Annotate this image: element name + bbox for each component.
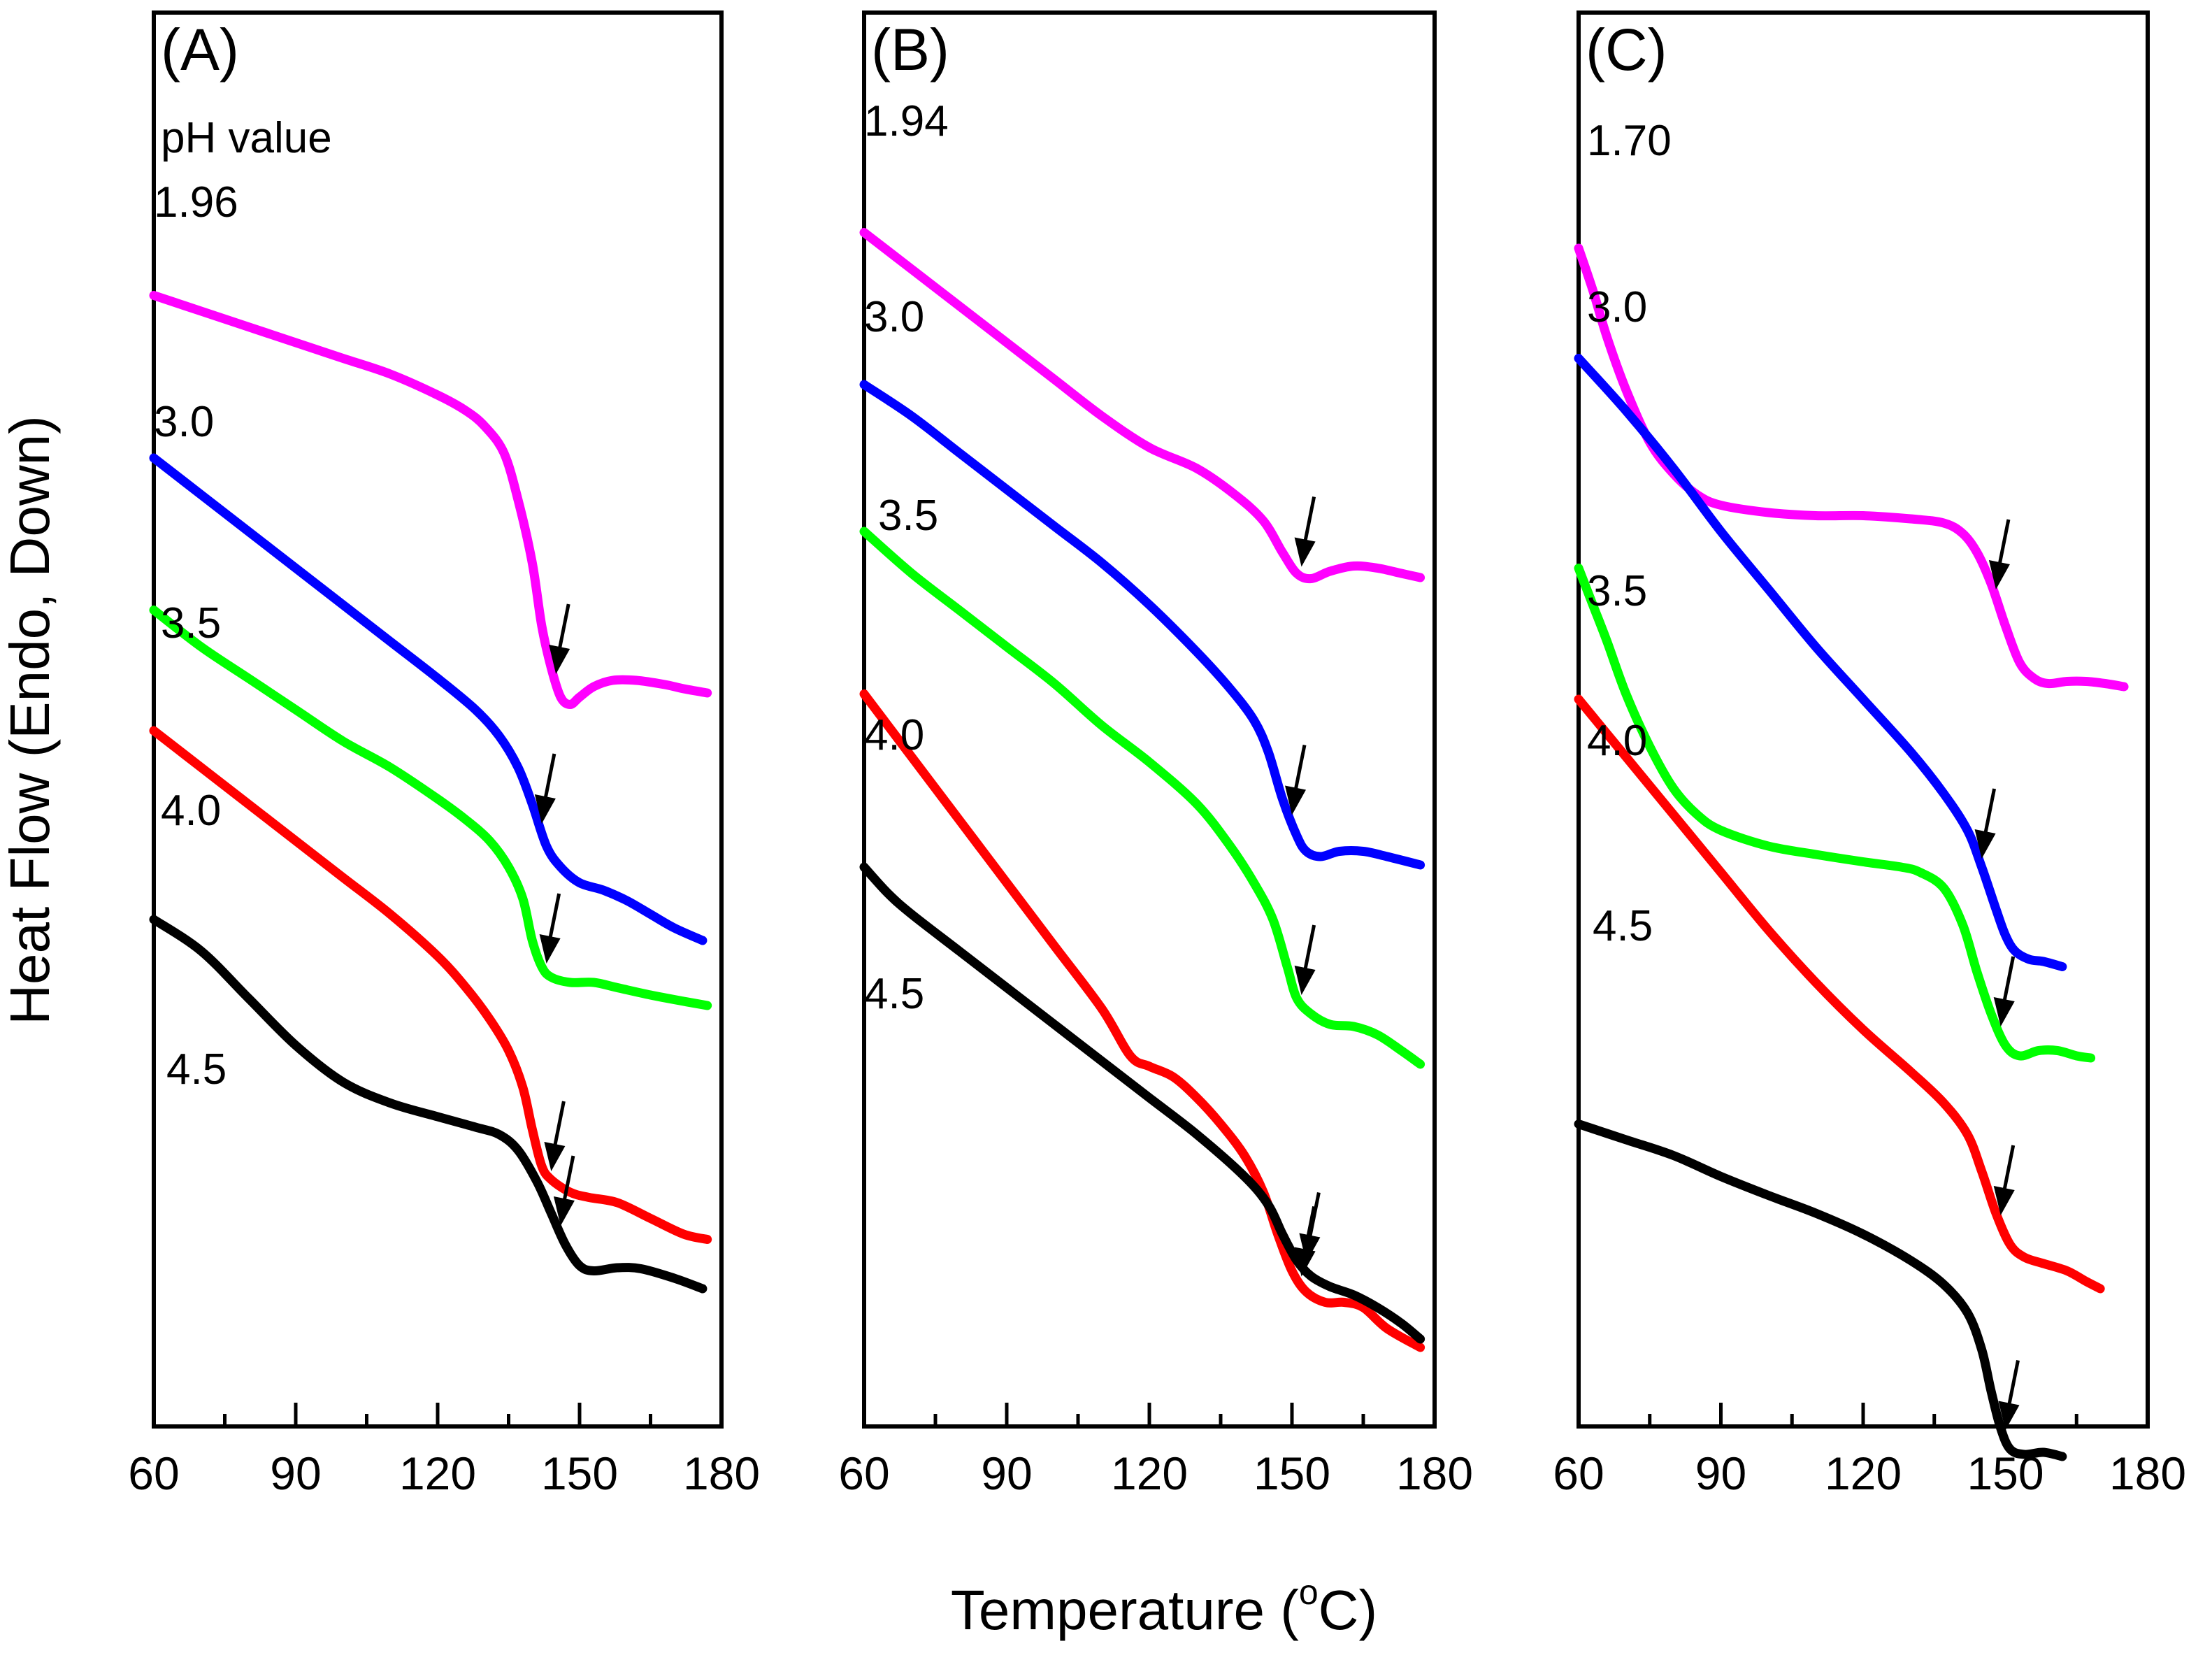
series-label: 3.5 bbox=[878, 492, 938, 540]
series-label: 3.0 bbox=[154, 398, 214, 446]
series-label: 1.94 bbox=[864, 97, 949, 145]
series-line-3-0 bbox=[859, 380, 1425, 870]
series-line-3-5 bbox=[1574, 564, 2096, 1063]
series-line-4-0 bbox=[1574, 694, 2105, 1294]
x-axis-label-main: Temperature ( bbox=[951, 1579, 1299, 1641]
x-tick-label: 180 bbox=[683, 1447, 760, 1499]
series-label: 1.96 bbox=[154, 178, 238, 227]
series-label: 4.0 bbox=[161, 787, 221, 835]
x-tick-label: 120 bbox=[1111, 1447, 1188, 1499]
series-line-4-5 bbox=[859, 862, 1425, 1344]
series-line-1-94 bbox=[859, 228, 1425, 584]
series-label: 3.0 bbox=[1587, 283, 1647, 331]
series-label: 3.5 bbox=[161, 599, 221, 647]
transition-arrow bbox=[1974, 788, 1997, 859]
series-label: 3.5 bbox=[1587, 567, 1647, 615]
series-line-4-5 bbox=[1574, 1119, 2067, 1461]
panel-c: 60 90 120 150 180(C)1.703.03.54.04.5 bbox=[1553, 10, 2186, 1499]
series-label: 4.5 bbox=[1593, 902, 1653, 950]
x-axis-label-sup: o bbox=[1299, 1573, 1319, 1612]
panel-a: 60 90 120 150 180 (A) pH value 1.96 3.0 3.5 4.0 4.5 bbox=[128, 10, 760, 1499]
x-tick-label: 150 bbox=[1254, 1447, 1330, 1499]
x-tick-label: 60 bbox=[838, 1447, 889, 1499]
x-tick-label: 150 bbox=[541, 1447, 618, 1499]
x-tick-label: 90 bbox=[1695, 1447, 1746, 1499]
series-line-4-0 bbox=[859, 689, 1425, 1352]
x-tick-label: 60 bbox=[1553, 1447, 1604, 1499]
transition-arrow bbox=[1988, 519, 2011, 589]
x-axis-label-unit: C) bbox=[1319, 1579, 1377, 1641]
panel-label: (B) bbox=[871, 17, 949, 83]
series-label: 4.5 bbox=[864, 970, 924, 1018]
transition-arrow bbox=[1993, 956, 2016, 1026]
transition-arrow bbox=[544, 1101, 566, 1171]
x-tick-label: 180 bbox=[2109, 1447, 2186, 1499]
panel-b: 60 90 120 150 180 (B) 1.94 3.0 3.5 4.0 4.5 bbox=[838, 10, 1473, 1499]
series-line-3-0 bbox=[1574, 354, 2067, 971]
panels: 60 90 120 150 180 (A) pH value 1.96 3.0 3.5 4.0 4.5… bbox=[128, 10, 2186, 1499]
series-line-3-5 bbox=[149, 606, 712, 1010]
series-label: 4.0 bbox=[1587, 717, 1647, 765]
transition-arrow bbox=[1285, 745, 1307, 815]
x-tick-label: 90 bbox=[981, 1447, 1032, 1499]
transition-arrow bbox=[1294, 496, 1316, 567]
series-label: 1.70 bbox=[1587, 117, 1672, 165]
x-tick-label: 60 bbox=[128, 1447, 179, 1499]
x-tick-label: 90 bbox=[270, 1447, 321, 1499]
transition-arrow bbox=[539, 893, 561, 964]
transition-arrow bbox=[1294, 924, 1316, 995]
series-line-1-96 bbox=[149, 291, 712, 709]
panel-frame bbox=[1577, 10, 2150, 1429]
series-line-4-0 bbox=[149, 726, 712, 1244]
series-label: 4.0 bbox=[864, 711, 924, 759]
series-line-3-0 bbox=[149, 453, 708, 945]
x-axis-label: Temperature (oC) bbox=[951, 1573, 1377, 1641]
transition-arrow bbox=[553, 1155, 575, 1226]
series-line-1-70 bbox=[1574, 243, 2129, 692]
legend-title: pH value bbox=[161, 114, 332, 162]
panel-frame bbox=[862, 10, 1437, 1429]
x-tick-label: 120 bbox=[1825, 1447, 1902, 1499]
series-line-3-5 bbox=[859, 527, 1425, 1069]
panel-label: (A) bbox=[161, 17, 239, 83]
panel-label: (C) bbox=[1586, 17, 1667, 83]
series-label: 4.5 bbox=[166, 1045, 227, 1094]
transition-arrow bbox=[1993, 1145, 2016, 1215]
transition-arrow bbox=[1998, 1360, 2020, 1431]
x-tick-label: 120 bbox=[399, 1447, 476, 1499]
x-tick-label: 180 bbox=[1396, 1447, 1473, 1499]
y-axis-label: Heat Flow (Endo, Down) bbox=[0, 415, 61, 1024]
transition-arrow bbox=[1299, 1192, 1321, 1263]
series-line-4-5 bbox=[149, 915, 708, 1294]
transition-arrow bbox=[534, 753, 556, 824]
transition-arrow bbox=[549, 603, 570, 674]
series-label: 3.0 bbox=[864, 293, 924, 341]
